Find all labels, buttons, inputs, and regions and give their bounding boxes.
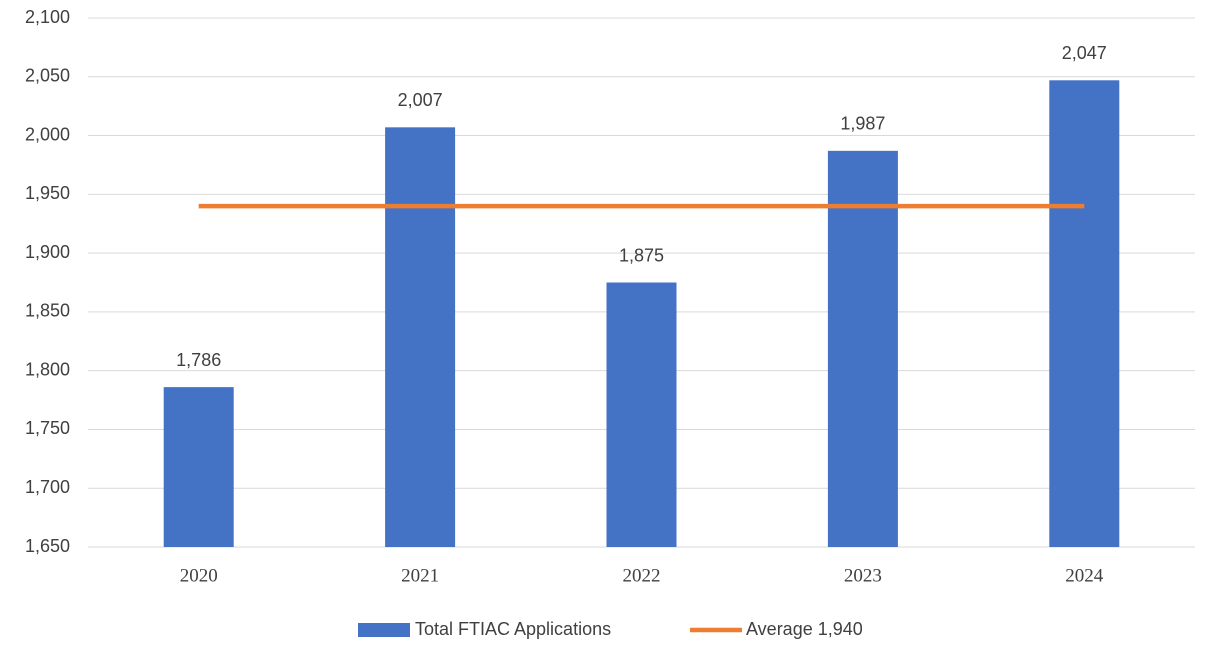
x-tick-label: 2023 xyxy=(844,565,882,586)
x-tick-label: 2021 xyxy=(401,565,439,586)
legend-label: Average 1,940 xyxy=(746,619,863,639)
y-tick-label: 1,700 xyxy=(25,477,70,497)
x-tick-label: 2022 xyxy=(623,565,661,586)
data-label: 2,007 xyxy=(398,90,443,110)
y-tick-label: 1,650 xyxy=(25,536,70,556)
y-tick-label: 1,750 xyxy=(25,418,70,438)
bar xyxy=(606,282,677,547)
y-tick-label: 1,850 xyxy=(25,301,70,321)
y-tick-label: 2,100 xyxy=(25,7,70,27)
x-tick-label: 2024 xyxy=(1065,565,1104,586)
data-label: 2,047 xyxy=(1062,43,1107,63)
y-tick-label: 1,800 xyxy=(25,359,70,379)
legend-label: Total FTIAC Applications xyxy=(415,619,611,639)
y-tick-label: 2,050 xyxy=(25,66,70,86)
data-label: 1,875 xyxy=(619,245,664,265)
bar xyxy=(1049,80,1120,547)
bar xyxy=(827,150,898,548)
data-label: 1,987 xyxy=(840,114,885,134)
bar xyxy=(163,387,234,547)
legend-swatch xyxy=(358,623,410,637)
y-tick-label: 1,950 xyxy=(25,183,70,203)
data-label: 1,786 xyxy=(176,350,221,370)
y-tick-label: 1,900 xyxy=(25,242,70,262)
x-tick-label: 2020 xyxy=(180,565,218,586)
y-tick-label: 2,000 xyxy=(25,124,70,144)
bar xyxy=(385,127,456,548)
